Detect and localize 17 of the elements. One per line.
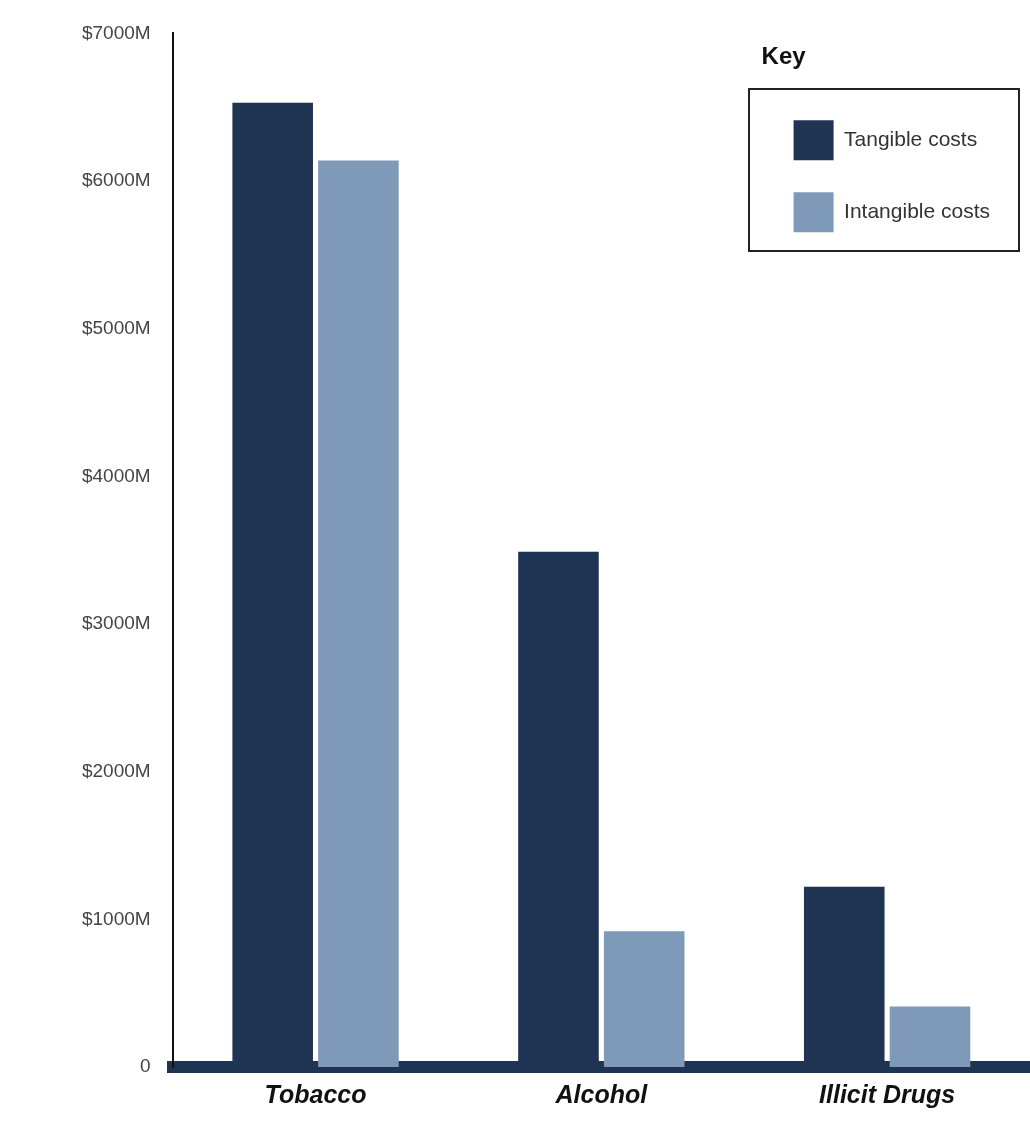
bar — [889, 1006, 971, 1067]
bar — [318, 160, 399, 1067]
y-tick-label: $3000M — [81, 612, 151, 634]
legend-label: Tangible costs — [844, 127, 978, 150]
x-tick-label: Alcohol — [554, 1079, 649, 1108]
y-tick-label: $7000M — [81, 21, 151, 43]
y-tick-label: $6000M — [81, 169, 151, 191]
legend-label: Intangible costs — [844, 199, 991, 222]
x-tick-label: Illicit Drugs — [819, 1079, 956, 1108]
y-tick-label: 0 — [140, 1055, 151, 1077]
y-tick-label: $2000M — [81, 759, 151, 781]
y-tick-label: $4000M — [81, 464, 151, 486]
y-tick-label: $1000M — [81, 907, 151, 929]
bar — [603, 931, 685, 1067]
x-tick-label: Tobacco — [264, 1079, 367, 1108]
legend-title: Key — [761, 42, 807, 70]
y-tick-label: $5000M — [81, 316, 151, 338]
